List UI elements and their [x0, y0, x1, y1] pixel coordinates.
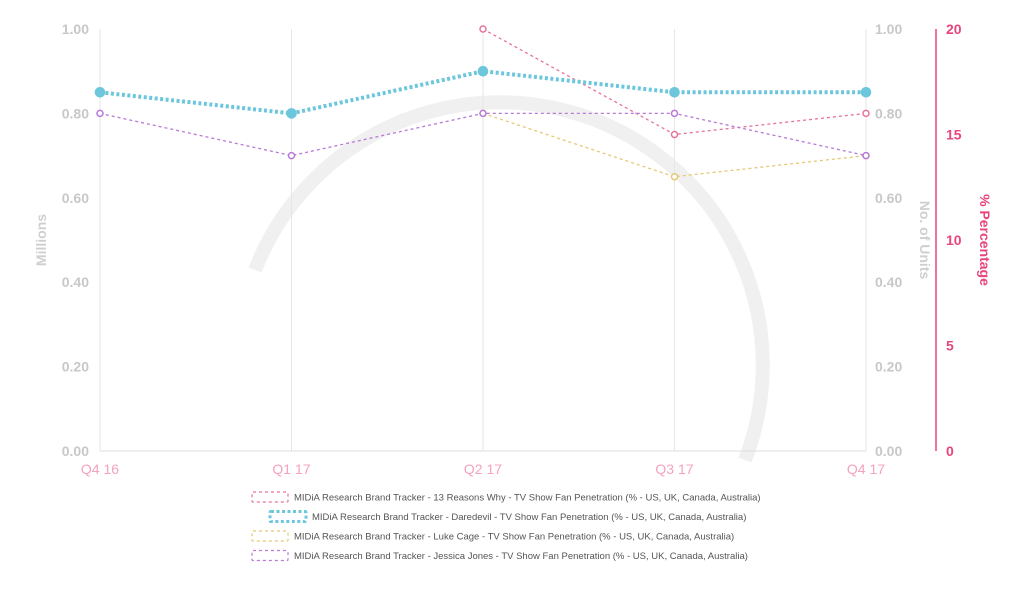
x-axis-tick-label: Q4 17	[847, 461, 885, 477]
left-axis-tick-label: 1.00	[62, 21, 89, 37]
middle-axis-tick-label: 0.60	[875, 190, 902, 206]
data-point[interactable]	[96, 109, 104, 118]
middle-axis-tick-label: 0.00	[875, 443, 902, 459]
series-line	[482, 112, 867, 178]
middle-axis-title: No. of Units	[917, 201, 933, 280]
left-axis-title: Millions	[33, 214, 49, 266]
legend-swatch	[251, 491, 289, 503]
grid-lines	[99, 29, 867, 451]
right-axis-tick-label: 10	[946, 232, 962, 248]
axes: 0.00 0.20 0.40 0.60 0.80 1.00 0.00 0.20 0.40 0.60…	[33, 21, 993, 477]
data-point[interactable]	[286, 108, 297, 119]
data-point[interactable]	[669, 87, 680, 98]
x-axis-tick-label: Q1 17	[272, 461, 310, 477]
left-axis-tick-label: 0.00	[62, 443, 89, 459]
legend-swatch	[251, 549, 289, 562]
legend-item[interactable]: MIDiA Research Brand Tracker - Jessica J…	[251, 549, 748, 563]
legend-label: MIDiA Research Brand Tracker - Daredevil…	[312, 512, 746, 523]
middle-axis-tick-label: 0.40	[875, 274, 902, 290]
right-axis-tick-label: 0	[946, 443, 954, 459]
series-1	[94, 65, 872, 119]
data-point[interactable]	[479, 25, 487, 33]
data-point[interactable]	[287, 151, 296, 160]
series-3	[96, 109, 870, 160]
legend-item[interactable]: MIDiA Research Brand Tracker - 13 Reason…	[251, 491, 761, 504]
middle-axis-tick-label: 1.00	[875, 21, 902, 37]
legend: MIDiA Research Brand Tracker - 13 Reason…	[251, 491, 761, 563]
legend-label: MIDiA Research Brand Tracker - Luke Cage…	[294, 532, 734, 543]
data-point[interactable]	[862, 109, 870, 118]
legend-item[interactable]: MIDiA Research Brand Tracker - Luke Cage…	[251, 530, 734, 543]
x-axis-tick-label: Q4 16	[81, 461, 119, 477]
data-point[interactable]	[670, 109, 679, 118]
right-axis-tick-label: 5	[946, 338, 954, 354]
data-point[interactable]	[862, 151, 870, 160]
data-point[interactable]	[670, 130, 679, 139]
data-point[interactable]	[477, 65, 489, 77]
data-point[interactable]	[479, 109, 487, 118]
right-axis-title: % Percentage	[977, 194, 993, 286]
legend-label: MIDiA Research Brand Tracker - Jessica J…	[294, 551, 748, 562]
right-axis-tick-label: 15	[946, 127, 962, 143]
series-line	[99, 69, 866, 116]
x-axis-tick-label: Q3 17	[655, 461, 693, 477]
legend-item[interactable]: MIDiA Research Brand Tracker - Daredevil…	[268, 510, 746, 524]
series-0	[479, 25, 870, 139]
watermark-arc	[248, 95, 770, 463]
x-axis-tick-label: Q2 17	[464, 461, 502, 477]
data-point[interactable]	[860, 87, 872, 98]
legend-label: MIDiA Research Brand Tracker - 13 Reason…	[294, 493, 761, 504]
legend-swatch	[251, 530, 289, 542]
middle-axis-tick-label: 0.20	[875, 359, 902, 375]
left-axis-tick-label: 0.80	[62, 105, 89, 121]
data-point[interactable]	[94, 87, 106, 98]
legend-swatch	[268, 510, 308, 523]
right-axis-tick-label: 20	[946, 21, 962, 37]
left-axis-tick-label: 0.60	[62, 190, 89, 206]
middle-axis-tick-label: 0.80	[875, 105, 902, 121]
data-point[interactable]	[670, 172, 679, 181]
left-axis-tick-label: 0.20	[62, 359, 89, 375]
left-axis-tick-label: 0.40	[62, 274, 89, 290]
series-lines	[94, 25, 872, 181]
